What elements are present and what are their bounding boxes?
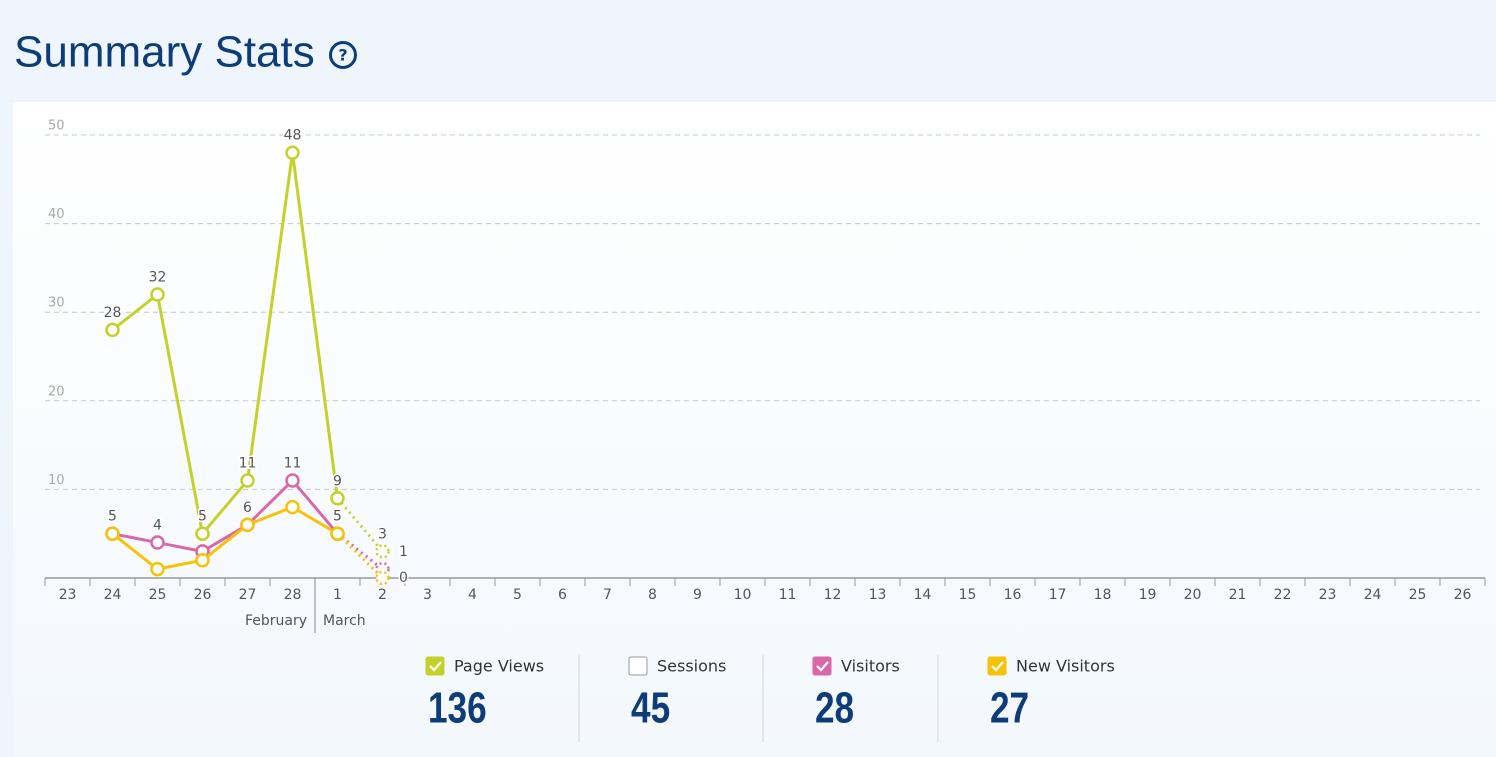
data-label: 28 [104, 305, 122, 321]
legend-name[interactable]: Sessions [657, 657, 726, 676]
x-tick-label: 28 [284, 587, 302, 603]
point [240, 517, 255, 533]
checkmark[interactable] [991, 661, 1004, 672]
point [375, 570, 390, 586]
x-tick-label: 21 [1229, 587, 1247, 603]
x-tick-label: 26 [1454, 587, 1472, 603]
point [105, 322, 120, 338]
series-line [111, 152, 339, 538]
help-mark[interactable]: ? [338, 46, 347, 65]
checkbox[interactable] [628, 656, 648, 676]
stat-total: 27 [990, 684, 1029, 733]
x-tick-label: 18 [1094, 587, 1112, 603]
data-label: 3 [378, 526, 387, 542]
month-label: March [323, 613, 366, 629]
x-tick-label: 20 [1184, 587, 1202, 603]
help-icon[interactable] [329, 41, 357, 69]
point [285, 145, 300, 160]
data-label: 32 [149, 269, 167, 285]
x-tick-label: 14 [914, 587, 932, 603]
x-tick-label: 17 [1049, 587, 1067, 603]
point [150, 535, 165, 550]
x-tick-label: 24 [1364, 587, 1382, 603]
data-label: 11 [239, 456, 257, 472]
checkbox[interactable] [987, 656, 1007, 676]
legend-name[interactable]: Page Views [454, 657, 544, 676]
x-tick-label: 23 [59, 587, 77, 603]
legend-name[interactable]: Visitors [841, 657, 900, 676]
series-line [112, 478, 339, 554]
checkmark[interactable] [816, 661, 829, 672]
x-tick-label: 7 [603, 587, 612, 603]
data-label: 0 [399, 570, 408, 586]
stat-total: 136 [428, 684, 487, 733]
point [330, 526, 345, 541]
x-tick-label: 23 [1319, 587, 1337, 603]
x-tick-label: 25 [1409, 587, 1427, 603]
y-tick-label: 10 [48, 473, 65, 488]
x-tick-label: 2 [378, 587, 387, 603]
x-tick-label: 3 [423, 587, 432, 603]
checkbox[interactable] [425, 656, 445, 676]
x-tick-label: 6 [558, 587, 567, 603]
point [375, 544, 390, 559]
point [195, 553, 210, 568]
point [195, 526, 210, 541]
y-tick-label: 40 [48, 207, 65, 222]
x-tick-label: 22 [1274, 587, 1292, 603]
x-tick-label: 26 [194, 587, 212, 603]
series-line-partial [336, 532, 384, 580]
x-tick-label: 16 [1004, 587, 1022, 603]
data-label: 11 [284, 456, 302, 472]
month-label: February [245, 613, 307, 629]
data-label: 9 [333, 473, 342, 489]
y-tick-label: 30 [48, 296, 65, 311]
x-tick-label: 25 [149, 587, 167, 603]
x-tick-label: 12 [824, 587, 842, 603]
y-tick-label: 50 [48, 119, 65, 134]
x-tick-label: 9 [693, 587, 702, 603]
data-label: 48 [284, 128, 302, 144]
x-tick-label: 1 [333, 587, 342, 603]
data-label: 1 [399, 544, 408, 560]
point [150, 561, 165, 577]
point [285, 499, 300, 515]
title: Summary Stats [14, 28, 315, 77]
data-label: 6 [243, 500, 252, 516]
legend-name[interactable]: New Visitors [1016, 657, 1115, 676]
y-tick-label: 20 [48, 384, 65, 399]
x-tick-label: 10 [734, 587, 752, 603]
x-tick-label: 8 [648, 587, 657, 603]
x-tick-label: 15 [959, 587, 977, 603]
x-tick-label: 5 [513, 587, 522, 603]
point [285, 473, 300, 488]
checkbox[interactable] [812, 656, 832, 676]
stat-total: 45 [631, 684, 670, 733]
data-label: 4 [153, 518, 162, 534]
point [330, 491, 345, 506]
x-tick-label: 27 [239, 587, 257, 603]
data-label: 5 [198, 509, 207, 525]
panel [13, 102, 1496, 757]
x-tick-label: 19 [1139, 587, 1157, 603]
point [150, 287, 165, 302]
stat-total: 28 [815, 684, 854, 733]
data-label: 5 [108, 509, 117, 525]
x-tick-label: 4 [468, 587, 477, 603]
point [240, 473, 255, 488]
data-label: 5 [333, 509, 342, 525]
x-tick-label: 13 [869, 587, 887, 603]
x-tick-label: 11 [779, 587, 797, 603]
checkmark[interactable] [429, 661, 442, 672]
series-line [111, 505, 339, 571]
point [105, 526, 120, 541]
x-tick-label: 24 [104, 587, 122, 603]
